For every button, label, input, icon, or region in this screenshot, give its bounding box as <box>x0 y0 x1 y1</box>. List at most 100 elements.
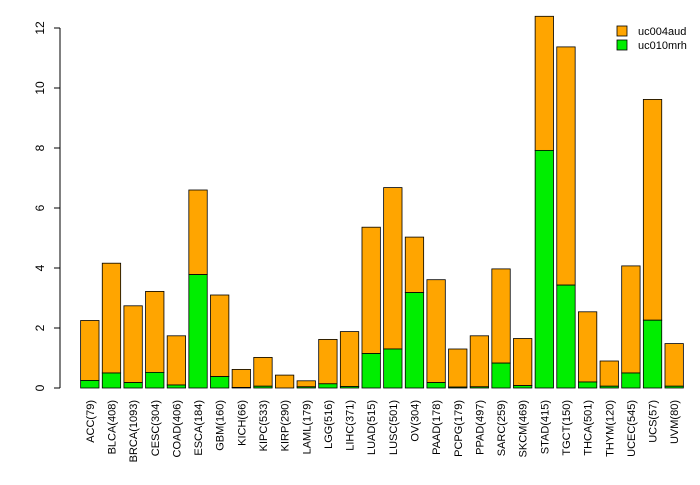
x-tick-label: LUAD(515) <box>366 400 378 455</box>
x-tick-label: LIHC(371) <box>345 400 357 451</box>
y-axis: 0 2 4 6 8 10 12 <box>33 21 61 391</box>
x-tick-label: SARC(259) <box>496 400 508 456</box>
bar-uc004aud <box>578 311 598 383</box>
bar-uc010mrh <box>621 372 641 389</box>
x-tick-label: BLCA(408) <box>106 400 118 454</box>
x-tick-label: UCEC(545) <box>626 400 638 457</box>
bar-uc004aud <box>664 343 684 387</box>
x-tick-label: LGG(516) <box>323 400 335 449</box>
bar-uc004aud <box>599 360 619 387</box>
y-tick-label: 6 <box>33 204 47 211</box>
y-tick-label: 10 <box>33 81 47 95</box>
x-tick-label: UCS(57) <box>648 400 660 443</box>
bar-uc004aud <box>231 368 251 388</box>
bar-uc010mrh <box>123 382 143 389</box>
bar-uc004aud <box>275 374 295 389</box>
x-tick-label: KICH(66) <box>236 400 248 446</box>
x-tick-label: THCA(501) <box>583 400 595 456</box>
bar-uc010mrh <box>80 380 100 389</box>
x-tick-label: PPAD(497) <box>474 400 486 455</box>
x-tick-label: ESCA(184) <box>193 400 205 456</box>
bar-uc004aud <box>469 335 489 388</box>
y-tick-label: 8 <box>33 144 47 151</box>
bar-uc010mrh <box>318 383 338 389</box>
bar-uc004aud <box>145 290 165 373</box>
x-tick-label: OV(304) <box>409 400 421 442</box>
x-tick-label: PCPG(179) <box>453 400 465 457</box>
x-tick-label: GBM(160) <box>215 400 227 451</box>
x-tick-label: LUSC(501) <box>388 400 400 455</box>
bar-uc010mrh <box>166 384 186 389</box>
x-tick-label: CESC(304) <box>150 400 162 456</box>
bar-uc004aud <box>123 305 143 383</box>
bar-uc010mrh <box>448 386 468 389</box>
bar-uc004aud <box>534 15 554 151</box>
bar-uc004aud <box>448 348 468 388</box>
bar-group <box>80 15 684 389</box>
bar-uc010mrh <box>556 284 576 389</box>
bar-uc004aud <box>296 380 316 388</box>
x-tick-label: ACC(79) <box>85 400 97 443</box>
bar-uc010mrh <box>145 371 165 389</box>
x-tick-label: BRCA(1093) <box>128 400 140 462</box>
y-tick-label: 12 <box>33 21 47 35</box>
x-tick-label: UVM(80) <box>669 400 681 444</box>
bar-uc004aud <box>80 320 100 381</box>
y-tick-label: 2 <box>33 324 47 331</box>
legend: uc004aud uc010mrh <box>616 25 687 52</box>
bar-uc004aud <box>210 294 230 377</box>
x-tick-label: LAML(179) <box>301 400 313 454</box>
x-tick-label: KIRP(290) <box>280 400 292 451</box>
bar-uc010mrh <box>361 353 381 389</box>
legend-label: uc004aud <box>638 26 686 38</box>
bar-uc010mrh <box>534 149 554 389</box>
bar-uc010mrh <box>664 385 684 389</box>
bar-uc004aud <box>101 262 122 374</box>
bar-uc010mrh <box>491 362 511 389</box>
x-axis-labels: ACC(79) BLCA(408) BRCA(1093) CESC(304) COAD(… <box>85 400 681 462</box>
bar-uc004aud <box>513 338 533 386</box>
bar-uc010mrh <box>296 386 316 389</box>
bar-uc010mrh <box>231 386 251 389</box>
bar-uc010mrh <box>404 292 425 389</box>
bar-uc004aud <box>642 99 663 321</box>
legend-label: uc010mrh <box>638 40 687 52</box>
bar-uc004aud <box>556 46 576 286</box>
bar-uc010mrh <box>578 381 598 389</box>
y-tick-label: 0 <box>33 384 47 391</box>
bar-uc004aud <box>621 265 641 374</box>
x-tick-label: SKCM(469) <box>518 400 530 457</box>
bar-uc010mrh <box>253 385 273 389</box>
x-tick-label: THYM(120) <box>604 400 616 457</box>
bar-uc004aud <box>383 187 403 350</box>
bar-uc010mrh <box>101 372 122 389</box>
bar-uc004aud <box>253 356 273 387</box>
x-tick-label: PAAD(178) <box>431 400 443 455</box>
bar-uc010mrh <box>383 348 403 389</box>
x-tick-label: COAD(406) <box>171 400 183 457</box>
bar-uc004aud <box>339 331 360 387</box>
x-tick-label: TGCT(150) <box>561 400 573 456</box>
bar-uc010mrh <box>642 319 663 389</box>
bar-uc004aud <box>318 338 338 385</box>
bar-uc010mrh <box>188 274 208 389</box>
bar-uc010mrh <box>599 385 619 389</box>
bar-uc004aud <box>491 268 511 364</box>
bar-uc010mrh <box>426 382 446 389</box>
x-tick-label: STAD(415) <box>539 400 551 454</box>
bar-uc010mrh <box>513 385 533 389</box>
bar-uc004aud <box>166 335 186 386</box>
bar-uc010mrh <box>469 386 489 389</box>
x-tick-label: KIPC(533) <box>258 400 270 451</box>
bar-uc004aud <box>426 279 446 384</box>
legend-swatch <box>616 25 628 37</box>
bar-uc004aud <box>404 236 425 294</box>
legend-swatch <box>616 39 628 51</box>
bar-uc010mrh <box>339 386 360 389</box>
bar-uc004aud <box>188 189 208 275</box>
bar-uc010mrh <box>210 376 230 389</box>
y-tick-label: 4 <box>33 264 47 271</box>
bar-uc004aud <box>361 226 381 354</box>
